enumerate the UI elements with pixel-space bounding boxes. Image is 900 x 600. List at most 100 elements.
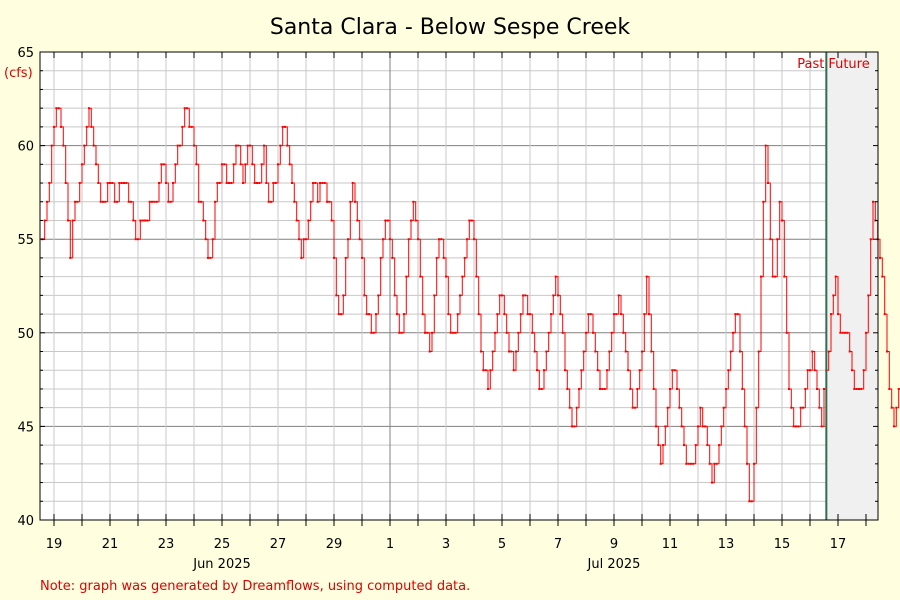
data-point [888, 388, 891, 390]
data-point [284, 125, 286, 128]
data-point [680, 425, 683, 428]
data-point [312, 182, 314, 184]
data-point [477, 313, 480, 316]
data-point [830, 313, 832, 316]
data-point [685, 462, 688, 465]
data-point [545, 350, 548, 353]
data-point [844, 331, 846, 334]
data-point [419, 275, 422, 278]
data-point [333, 256, 335, 259]
data-point [200, 200, 202, 203]
data-point [774, 275, 776, 278]
data-point [729, 350, 732, 353]
data-point [792, 425, 795, 428]
data-point [557, 294, 559, 297]
data-point [592, 331, 594, 334]
data-point [328, 200, 331, 203]
data-point [386, 219, 389, 222]
data-point [197, 200, 200, 203]
data-point [622, 331, 625, 334]
data-point [50, 144, 53, 147]
data-point [144, 219, 146, 222]
data-point [561, 331, 564, 334]
data-point [662, 444, 664, 447]
data-point [657, 444, 660, 447]
data-point [869, 238, 872, 241]
data-point [463, 256, 466, 259]
data-point [218, 182, 221, 184]
data-point [253, 182, 256, 184]
data-point [323, 182, 326, 184]
data-point [335, 294, 338, 297]
data-point [783, 275, 786, 278]
data-point [216, 182, 219, 184]
data-point [267, 200, 270, 203]
data-point [274, 182, 277, 184]
series-layer [41, 107, 900, 503]
data-point [585, 331, 587, 334]
data-point [720, 425, 723, 428]
data-point [211, 238, 214, 241]
data-point [757, 350, 760, 353]
data-point [629, 388, 632, 390]
data-point [293, 200, 296, 203]
data-point [160, 163, 163, 166]
past-label: Past [797, 57, 824, 72]
data-point [417, 238, 419, 241]
data-point [727, 369, 730, 372]
data-point [531, 331, 534, 334]
data-point [379, 256, 382, 259]
data-point [181, 125, 184, 128]
data-point [790, 406, 793, 409]
data-point [540, 388, 543, 390]
data-point [669, 388, 671, 390]
data-point [636, 388, 639, 390]
data-point [431, 331, 433, 334]
x-tick-label: 29 [326, 537, 343, 552]
data-point [158, 182, 160, 184]
data-point [106, 182, 109, 184]
grid [40, 51, 878, 521]
data-point [494, 331, 496, 334]
data-point [676, 388, 678, 390]
data-point [748, 500, 751, 503]
data-point [480, 350, 482, 353]
data-point [230, 182, 233, 184]
data-point [883, 313, 886, 316]
data-point [190, 125, 193, 128]
data-point [118, 182, 121, 184]
data-point [501, 294, 503, 297]
data-point [799, 406, 802, 409]
data-point [897, 388, 900, 390]
data-point [573, 425, 576, 428]
data-point [134, 238, 137, 241]
data-point [895, 406, 898, 409]
data-point [321, 182, 324, 184]
data-point [277, 163, 279, 166]
data-point [111, 182, 114, 184]
data-point [706, 444, 709, 447]
data-point [678, 406, 681, 409]
data-point [260, 163, 263, 166]
data-point [627, 369, 629, 372]
data-point [608, 350, 611, 353]
data-point [60, 125, 62, 128]
data-point [606, 369, 608, 372]
data-point [804, 388, 807, 390]
data-point [270, 200, 272, 203]
data-point [251, 163, 254, 166]
data-point [582, 350, 585, 353]
data-point [207, 256, 209, 259]
data-point [764, 144, 767, 147]
data-point [851, 369, 853, 372]
data-point [377, 294, 380, 297]
data-point [505, 331, 508, 334]
data-point [286, 144, 289, 147]
data-point [258, 182, 261, 184]
future-region [826, 52, 878, 520]
data-point [62, 144, 65, 147]
note-text: Note: graph was generated by Dreamflows,… [40, 579, 470, 594]
data-point [337, 313, 340, 316]
data-point [743, 425, 746, 428]
data-point [617, 294, 620, 297]
